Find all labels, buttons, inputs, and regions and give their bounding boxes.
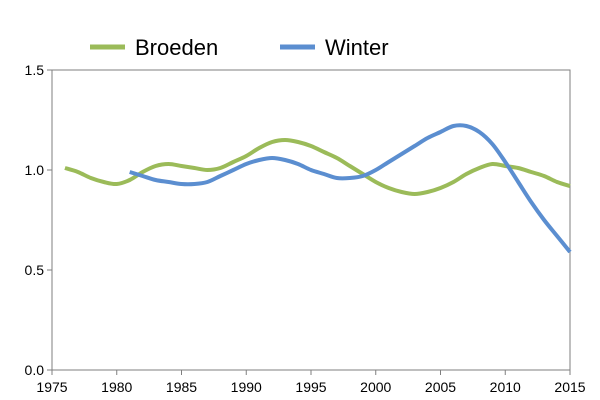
x-tick-label: 2005 bbox=[425, 379, 456, 395]
legend: Broeden Winter bbox=[90, 35, 389, 60]
x-tick-label: 1975 bbox=[36, 379, 67, 395]
series-layer bbox=[64, 123, 572, 254]
legend-label: Winter bbox=[325, 35, 389, 60]
legend-label: Broeden bbox=[135, 35, 218, 60]
y-tick-label: 1.5 bbox=[25, 62, 45, 78]
legend-item-winter: Winter bbox=[280, 35, 389, 60]
x-tick-label: 1980 bbox=[101, 379, 132, 395]
x-tick-label: 2010 bbox=[490, 379, 521, 395]
series-line-winter bbox=[129, 123, 572, 254]
x-tick-label: 2015 bbox=[554, 379, 585, 395]
x-tick-label: 1990 bbox=[231, 379, 262, 395]
y-tick-label: 1.0 bbox=[25, 162, 45, 178]
series-line-broeden bbox=[64, 138, 571, 196]
x-tick-label: 1985 bbox=[166, 379, 197, 395]
x-tick-label: 1995 bbox=[295, 379, 326, 395]
x-tick-label: 2000 bbox=[360, 379, 391, 395]
y-tick-label: 0.5 bbox=[25, 262, 45, 278]
axes: 0.0 0.5 1.0 1.5 1975 1980 1985 1990 1995 2000 2005… bbox=[25, 62, 586, 395]
legend-item-broeden: Broeden bbox=[90, 35, 218, 60]
plot-frame bbox=[51, 69, 571, 371]
y-tick-label: 0.0 bbox=[25, 362, 45, 378]
